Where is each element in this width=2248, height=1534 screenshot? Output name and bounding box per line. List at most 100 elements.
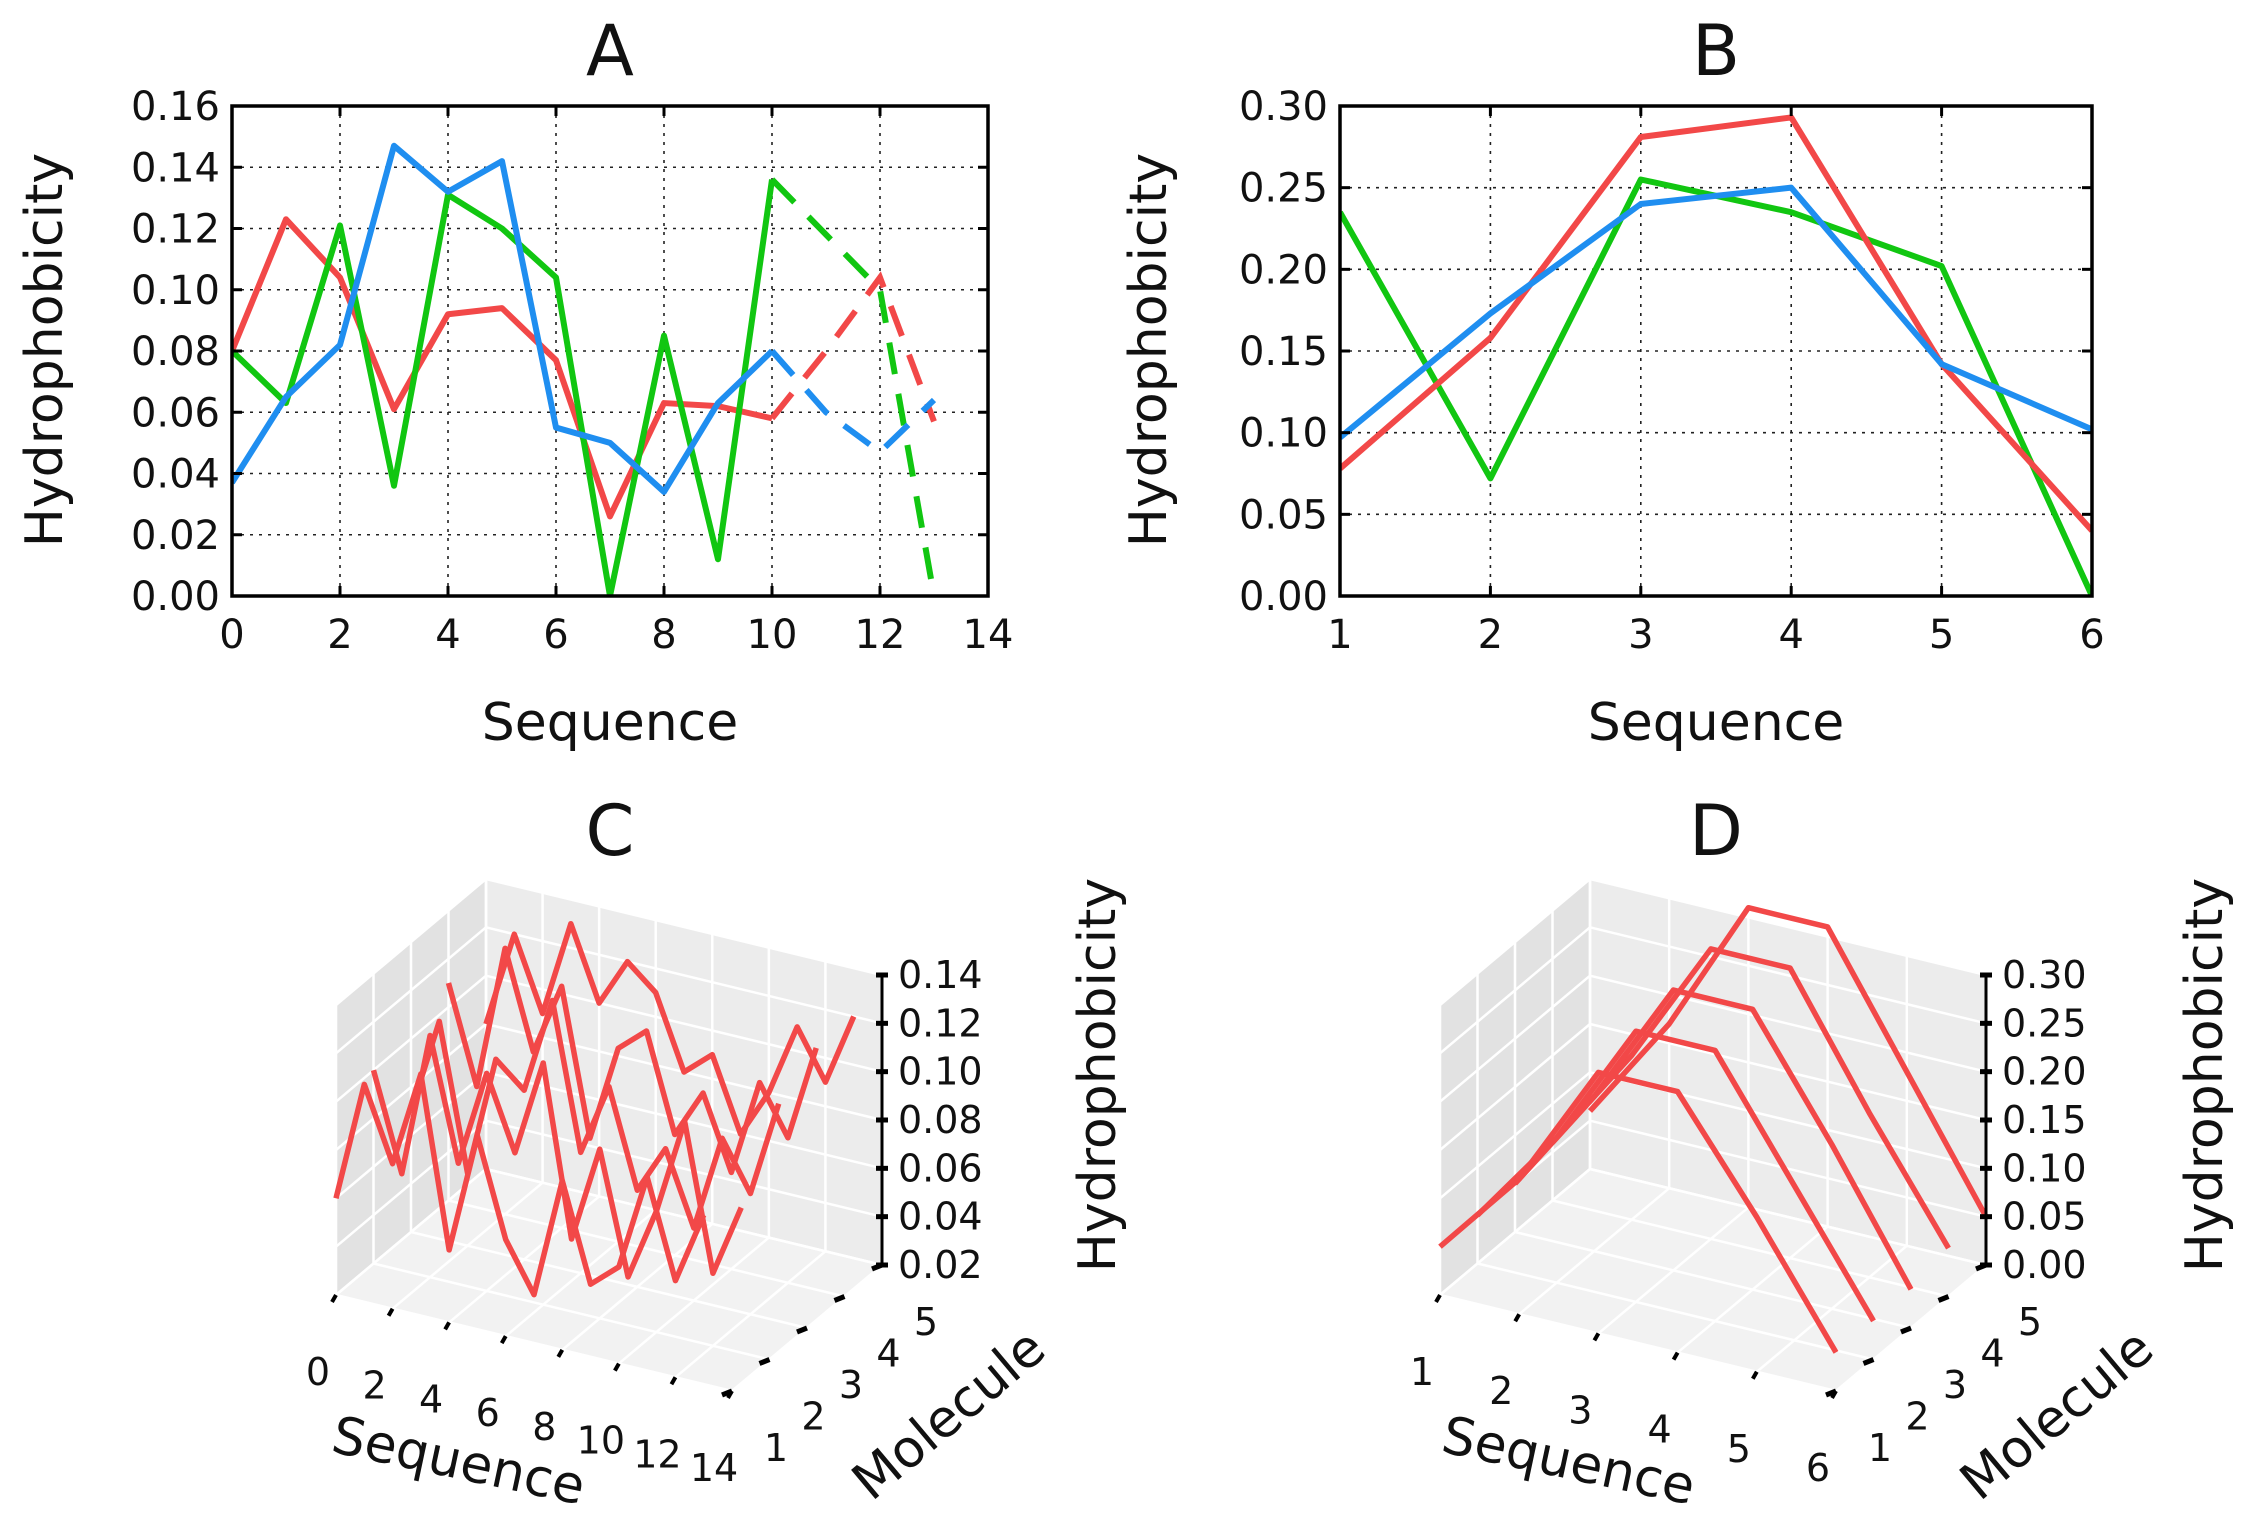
molecule-line-1 [1438, 1069, 1839, 1354]
z-tick-label: 0.20 [2002, 1050, 2087, 1094]
y-tick-label: 0.25 [1239, 166, 1328, 212]
molecule-line-4 [1550, 946, 1951, 1250]
y-tick-label: 0.05 [1239, 492, 1328, 538]
molecule-line-2 [370, 1032, 744, 1280]
series-line-green [232, 179, 775, 596]
y-tick-label: 0.04 [131, 452, 220, 498]
x-tick-label: 3 [1628, 612, 1653, 658]
x-tick [499, 1335, 508, 1345]
y-tick-label: 0.08 [131, 329, 220, 375]
grid-side-z [335, 878, 487, 1006]
grid-side-z [335, 1168, 487, 1296]
y-tick-label: 2 [801, 1395, 825, 1439]
x-tick-label: 2 [327, 612, 352, 658]
y-tick-label: 0.06 [131, 390, 220, 436]
y-tick [758, 1357, 771, 1366]
x-tick-label: 5 [1727, 1427, 1751, 1471]
x-tick-label: 12 [633, 1432, 681, 1476]
y-tick [833, 1294, 846, 1303]
z-tick-label: 0.25 [2002, 1001, 2087, 1045]
y-tick-label: 0.12 [131, 207, 220, 253]
y-tick [721, 1388, 733, 1398]
grid-back-z [485, 1119, 883, 1218]
x-tick [613, 1362, 621, 1372]
series-dashed-green [769, 177, 937, 596]
grid-side-z [335, 1023, 487, 1151]
panel-d: D 1 2 3 4 5 6 123450.000.050.100.150.200.250.3… [1410, 790, 2235, 1517]
y-tick-label: 5 [914, 1300, 938, 1344]
y-tick-label: 0.16 [131, 84, 220, 130]
x-tick-label: 6 [543, 612, 568, 658]
grid-side-z [1439, 926, 1591, 1055]
x-tick-label: 4 [1778, 612, 1803, 658]
x-tick-label: 14 [690, 1446, 738, 1490]
series-line-red [1340, 114, 2092, 533]
series-dashed-red [769, 271, 937, 423]
x-tick-label: 3 [1568, 1388, 1592, 1432]
x-tick [386, 1307, 395, 1317]
grid-side-z [1439, 1023, 1591, 1151]
grid-back-z [1589, 877, 1987, 977]
panel-c-zlabel: Hydrophobicity [1068, 878, 1128, 1272]
x-tick-label: 0 [219, 612, 244, 658]
panel-d-title: D [1689, 790, 1743, 872]
y-tick [796, 1325, 808, 1335]
y-tick-label: 0.02 [131, 513, 220, 559]
grid-back-z [485, 877, 883, 977]
z-tick-label: 0.00 [2002, 1243, 2087, 1287]
series-line-blue [232, 142, 775, 495]
x-tick-label: 6 [476, 1391, 500, 1435]
z-tick-label: 0.30 [2002, 953, 2087, 997]
y-tick-label: 5 [2018, 1300, 2042, 1344]
grid-side-z [1439, 1168, 1591, 1296]
z-tick-label: 0.14 [898, 953, 983, 997]
y-tick-label: 4 [1980, 1332, 2004, 1376]
x-tick-label: 2 [362, 1364, 386, 1408]
molecule-line-1 [333, 1071, 707, 1298]
z-tick-label: 0.04 [898, 1195, 983, 1239]
x-tick-label: 4 [1648, 1408, 1672, 1452]
grid-side-z [1439, 878, 1591, 1006]
molecule-line-5 [483, 920, 857, 1137]
x-tick [443, 1321, 451, 1331]
x-tick [1434, 1294, 1442, 1303]
x-tick-label: 2 [1478, 612, 1503, 658]
x-tick-label: 5 [1929, 612, 1954, 658]
y-tick-label: 2 [1905, 1395, 1929, 1439]
panel-c: C 0 2 4 6 8 10 12 14 123450.020.040.060.080.100.… [306, 790, 1128, 1517]
y-tick-label: 0.30 [1239, 84, 1328, 130]
y-tick-label: 1 [764, 1426, 788, 1470]
x-tick-label: 1 [1410, 1350, 1434, 1394]
panel-a-ylabel: Hydrophobicity [15, 153, 75, 547]
y-tick-label: 0.20 [1239, 247, 1328, 293]
x-tick-label: 14 [963, 612, 1014, 658]
y-tick-label: 3 [1943, 1363, 1967, 1407]
x-tick [556, 1348, 565, 1358]
x-tick [1592, 1332, 1601, 1342]
panel-a-title: A [586, 10, 634, 92]
panel-b-ylabel: Hydrophobicity [1119, 153, 1179, 547]
x-tick-label: 2 [1489, 1369, 1513, 1413]
grid-floor-y [1477, 1262, 1874, 1361]
y-tick-label: 0.10 [1239, 411, 1328, 457]
z-tick-label: 0.10 [2002, 1146, 2087, 1190]
x-tick-label: 10 [747, 612, 798, 658]
x-tick-label: 10 [577, 1419, 625, 1463]
z-tick-label: 0.15 [2002, 1098, 2087, 1142]
panel-b-title: B [1692, 10, 1740, 92]
z-tick-label: 0.12 [898, 1001, 983, 1045]
series-line-green [1340, 176, 2092, 596]
x-tick-label: 4 [435, 612, 460, 658]
grid-side-z [335, 926, 487, 1055]
y-tick-label: 3 [839, 1363, 863, 1407]
z-tick-label: 0.05 [2002, 1195, 2087, 1239]
molecule-line-3 [1512, 987, 1914, 1291]
panel-a: A Sequence Hydrophobicity 0 2 4 6 8 10 12 14 0.0… [15, 10, 1013, 753]
panel-c-title: C [586, 790, 635, 872]
y-tick [1900, 1325, 1912, 1335]
x-tick [1671, 1351, 1680, 1361]
series-dashed-blue [769, 349, 937, 456]
molecule-line-4 [445, 945, 819, 1176]
y-tick-label: 0.14 [131, 145, 220, 191]
